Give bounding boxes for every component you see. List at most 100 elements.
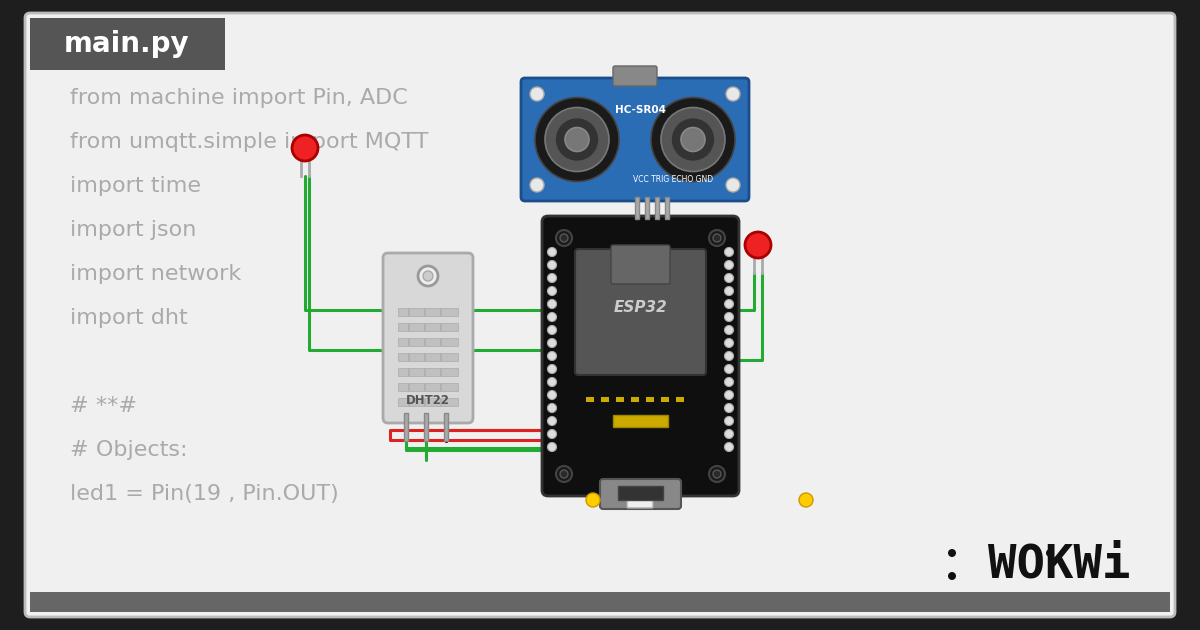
Text: led1 = Pin(19 , Pin.OUT): led1 = Pin(19 , Pin.OUT): [70, 484, 338, 504]
FancyBboxPatch shape: [611, 245, 670, 284]
Circle shape: [560, 234, 568, 242]
Bar: [424, 398, 426, 406]
Circle shape: [530, 178, 544, 192]
Bar: [298, 143, 313, 153]
FancyBboxPatch shape: [613, 66, 658, 86]
Bar: [408, 353, 410, 361]
Bar: [440, 368, 442, 376]
Bar: [665, 197, 670, 219]
Text: main.py: main.py: [64, 30, 190, 58]
Bar: [424, 413, 428, 441]
Circle shape: [545, 108, 610, 171]
FancyBboxPatch shape: [398, 353, 458, 361]
Bar: [30, 592, 1170, 612]
Circle shape: [554, 118, 599, 161]
Text: import dht: import dht: [70, 308, 187, 328]
Circle shape: [709, 230, 725, 246]
Circle shape: [547, 391, 557, 399]
Bar: [440, 398, 442, 406]
Circle shape: [713, 470, 721, 478]
Circle shape: [725, 352, 733, 360]
Circle shape: [547, 312, 557, 321]
Circle shape: [726, 178, 740, 192]
Bar: [601, 397, 610, 402]
Bar: [408, 368, 410, 376]
Text: import network: import network: [70, 264, 241, 284]
Text: from machine import Pin, ADC: from machine import Pin, ADC: [70, 88, 408, 108]
Circle shape: [547, 273, 557, 282]
Circle shape: [725, 430, 733, 438]
Bar: [750, 240, 766, 250]
Bar: [646, 197, 649, 219]
Circle shape: [547, 352, 557, 360]
Circle shape: [725, 326, 733, 335]
Bar: [440, 323, 442, 331]
Bar: [440, 383, 442, 391]
Circle shape: [292, 135, 318, 161]
Circle shape: [547, 326, 557, 335]
Text: # **#: # **#: [70, 396, 137, 416]
Circle shape: [725, 260, 733, 270]
FancyBboxPatch shape: [398, 338, 458, 346]
FancyBboxPatch shape: [575, 249, 706, 375]
Text: import time: import time: [70, 176, 202, 196]
Bar: [424, 308, 426, 316]
Bar: [408, 383, 410, 391]
Circle shape: [547, 430, 557, 438]
FancyBboxPatch shape: [383, 253, 473, 423]
Circle shape: [948, 572, 956, 580]
Bar: [655, 197, 659, 219]
Circle shape: [726, 87, 740, 101]
Bar: [440, 353, 442, 361]
Bar: [618, 486, 662, 500]
Circle shape: [535, 98, 619, 181]
FancyBboxPatch shape: [600, 479, 682, 509]
Circle shape: [948, 549, 956, 557]
Text: VCC TRIG ECHO GND: VCC TRIG ECHO GND: [634, 175, 713, 183]
Circle shape: [799, 493, 814, 507]
Circle shape: [530, 87, 544, 101]
Bar: [408, 338, 410, 346]
Circle shape: [424, 271, 433, 281]
Circle shape: [725, 403, 733, 413]
Circle shape: [556, 466, 572, 482]
Circle shape: [547, 403, 557, 413]
FancyBboxPatch shape: [398, 323, 458, 331]
Circle shape: [418, 266, 438, 286]
Text: ESP32: ESP32: [613, 299, 667, 314]
Circle shape: [745, 232, 772, 258]
Bar: [616, 397, 624, 402]
Bar: [661, 397, 670, 402]
Circle shape: [547, 416, 557, 425]
FancyBboxPatch shape: [398, 308, 458, 316]
Bar: [30, 18, 226, 70]
Bar: [635, 197, 640, 219]
Circle shape: [586, 493, 600, 507]
Circle shape: [547, 365, 557, 374]
Text: DHT22: DHT22: [406, 394, 450, 406]
Text: # Objects:: # Objects:: [70, 440, 187, 460]
Circle shape: [709, 466, 725, 482]
Circle shape: [1046, 549, 1054, 557]
Circle shape: [547, 299, 557, 309]
Circle shape: [547, 442, 557, 452]
Bar: [404, 413, 408, 441]
Circle shape: [725, 299, 733, 309]
Circle shape: [725, 312, 733, 321]
Bar: [586, 397, 594, 402]
Circle shape: [725, 365, 733, 374]
FancyBboxPatch shape: [25, 13, 1175, 617]
Circle shape: [650, 98, 734, 181]
Bar: [440, 338, 442, 346]
FancyBboxPatch shape: [628, 492, 653, 508]
Bar: [440, 308, 442, 316]
Circle shape: [725, 391, 733, 399]
Circle shape: [560, 470, 568, 478]
FancyBboxPatch shape: [398, 383, 458, 391]
Bar: [424, 353, 426, 361]
Text: WOKWi: WOKWi: [988, 542, 1130, 588]
Circle shape: [682, 127, 706, 151]
Bar: [424, 338, 426, 346]
Circle shape: [725, 416, 733, 425]
Circle shape: [725, 442, 733, 452]
